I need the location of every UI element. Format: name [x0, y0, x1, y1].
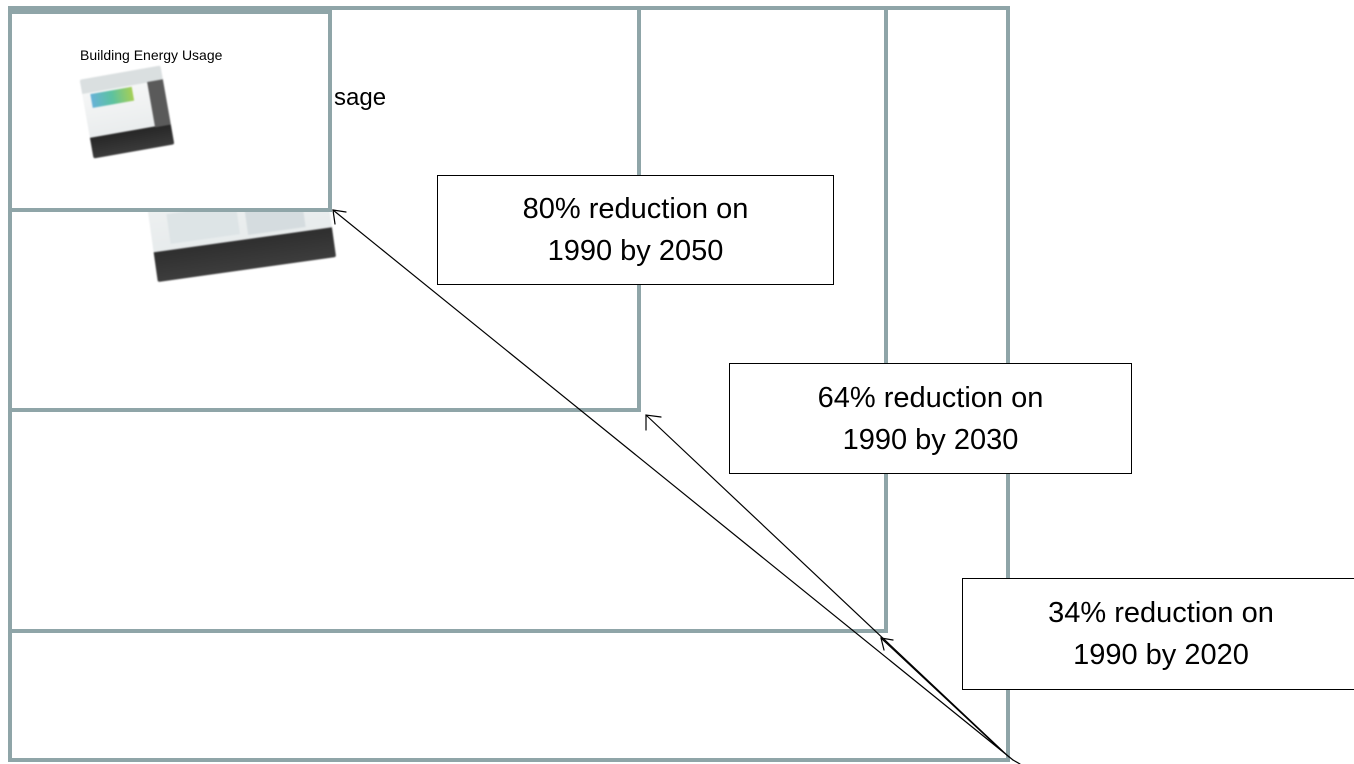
- callout-2030-target: 64% reduction on 1990 by 2030: [729, 363, 1132, 474]
- callout-2020-line2: 1990 by 2020: [1073, 639, 1249, 671]
- building-energy-screenshot-small: [79, 65, 175, 159]
- callout-2050-line1: 80% reduction on: [522, 193, 749, 225]
- screenshot-chart-strip: [90, 86, 135, 108]
- callout-2030-line1: 64% reduction on: [817, 381, 1044, 414]
- arrow-tail: [1012, 759, 1021, 764]
- callout-2020-target: 34% reduction on 1990 by 2020: [962, 578, 1354, 690]
- inset-title: Building Energy Usage: [80, 47, 223, 63]
- target-2050-frame: [8, 10, 332, 212]
- callout-2050-line2: 1990 by 2050: [547, 235, 724, 267]
- callout-2030-line2: 1990 by 2030: [842, 423, 1019, 456]
- callout-2020-line1: 34% reduction on: [1048, 597, 1274, 629]
- callout-2050-target: 80% reduction on 1990 by 2050: [437, 175, 834, 285]
- clipped-heading-text: sage: [334, 84, 387, 111]
